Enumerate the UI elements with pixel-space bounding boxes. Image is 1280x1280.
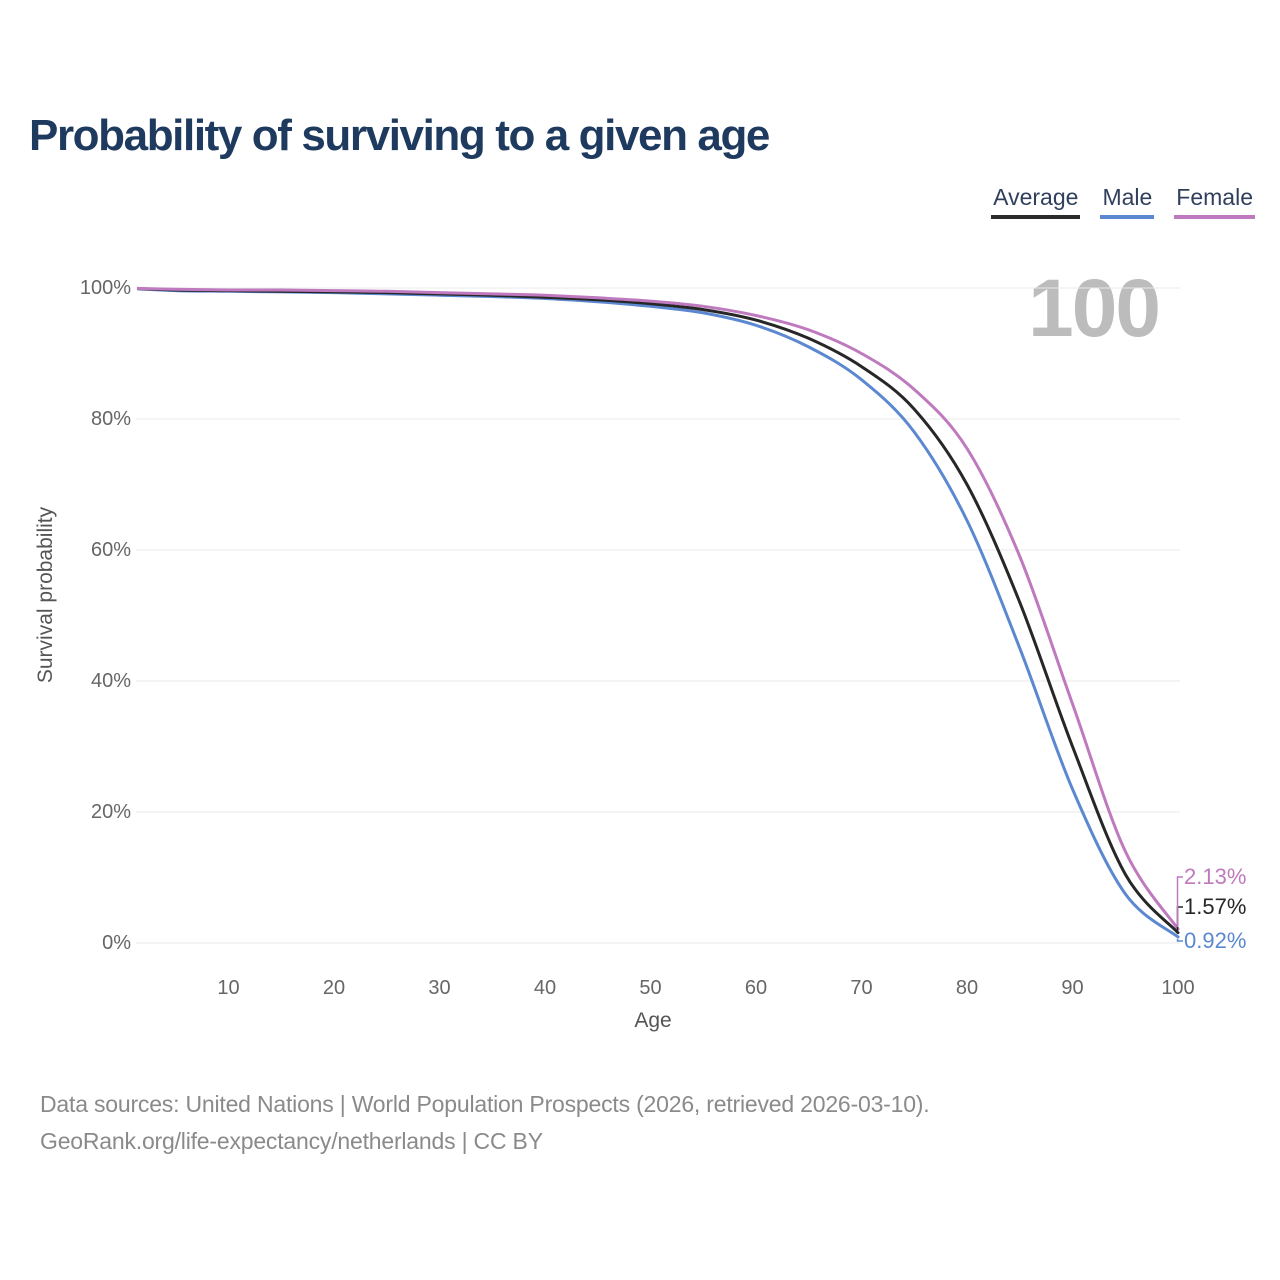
x-tick-label: 90 — [1061, 977, 1084, 999]
legend: Average Male Female — [991, 184, 1255, 219]
end-label-connector-female — [1176, 876, 1183, 928]
series-line-female — [137, 286, 1180, 931]
end-label-connector-male — [1176, 938, 1183, 942]
y-tick-label: 20% — [90, 801, 131, 823]
year-watermark: 100 — [1028, 263, 1161, 354]
data-source-note: Data sources: United Nations | World Pop… — [40, 1091, 930, 1117]
end-value-label-average: 1.57% — [1184, 894, 1247, 919]
x-tick-label: 60 — [744, 977, 768, 999]
x-tick-label: 100 — [1161, 977, 1195, 999]
y-tick-label: 80% — [90, 408, 131, 430]
x-tick-label: 40 — [533, 977, 557, 999]
legend-item-male[interactable]: Male — [1100, 184, 1155, 219]
legend-item-female[interactable]: Female — [1174, 184, 1255, 219]
series-line-average — [137, 287, 1180, 935]
x-tick-label: 10 — [217, 977, 240, 999]
attribution-note: GeoRank.org/life-expectancy/netherlands … — [40, 1128, 543, 1154]
x-tick-label: 30 — [428, 977, 451, 999]
chart-title: Probability of surviving to a given age — [29, 111, 770, 160]
x-tick-label: 70 — [850, 977, 873, 999]
series-line-male — [137, 287, 1180, 939]
x-tick-label: 80 — [955, 977, 979, 999]
x-tick-label: 50 — [639, 977, 662, 999]
y-tick-label: 0% — [102, 932, 131, 954]
x-axis-title: Age — [634, 1009, 672, 1032]
x-tick-label: 20 — [322, 977, 346, 999]
y-tick-label: 100% — [79, 277, 131, 299]
end-value-label-male: 0.92% — [1184, 928, 1247, 953]
end-value-label-female: 2.13% — [1184, 864, 1247, 889]
y-tick-label: 40% — [90, 670, 131, 692]
y-tick-label: 60% — [90, 539, 131, 561]
legend-item-average[interactable]: Average — [991, 184, 1081, 219]
